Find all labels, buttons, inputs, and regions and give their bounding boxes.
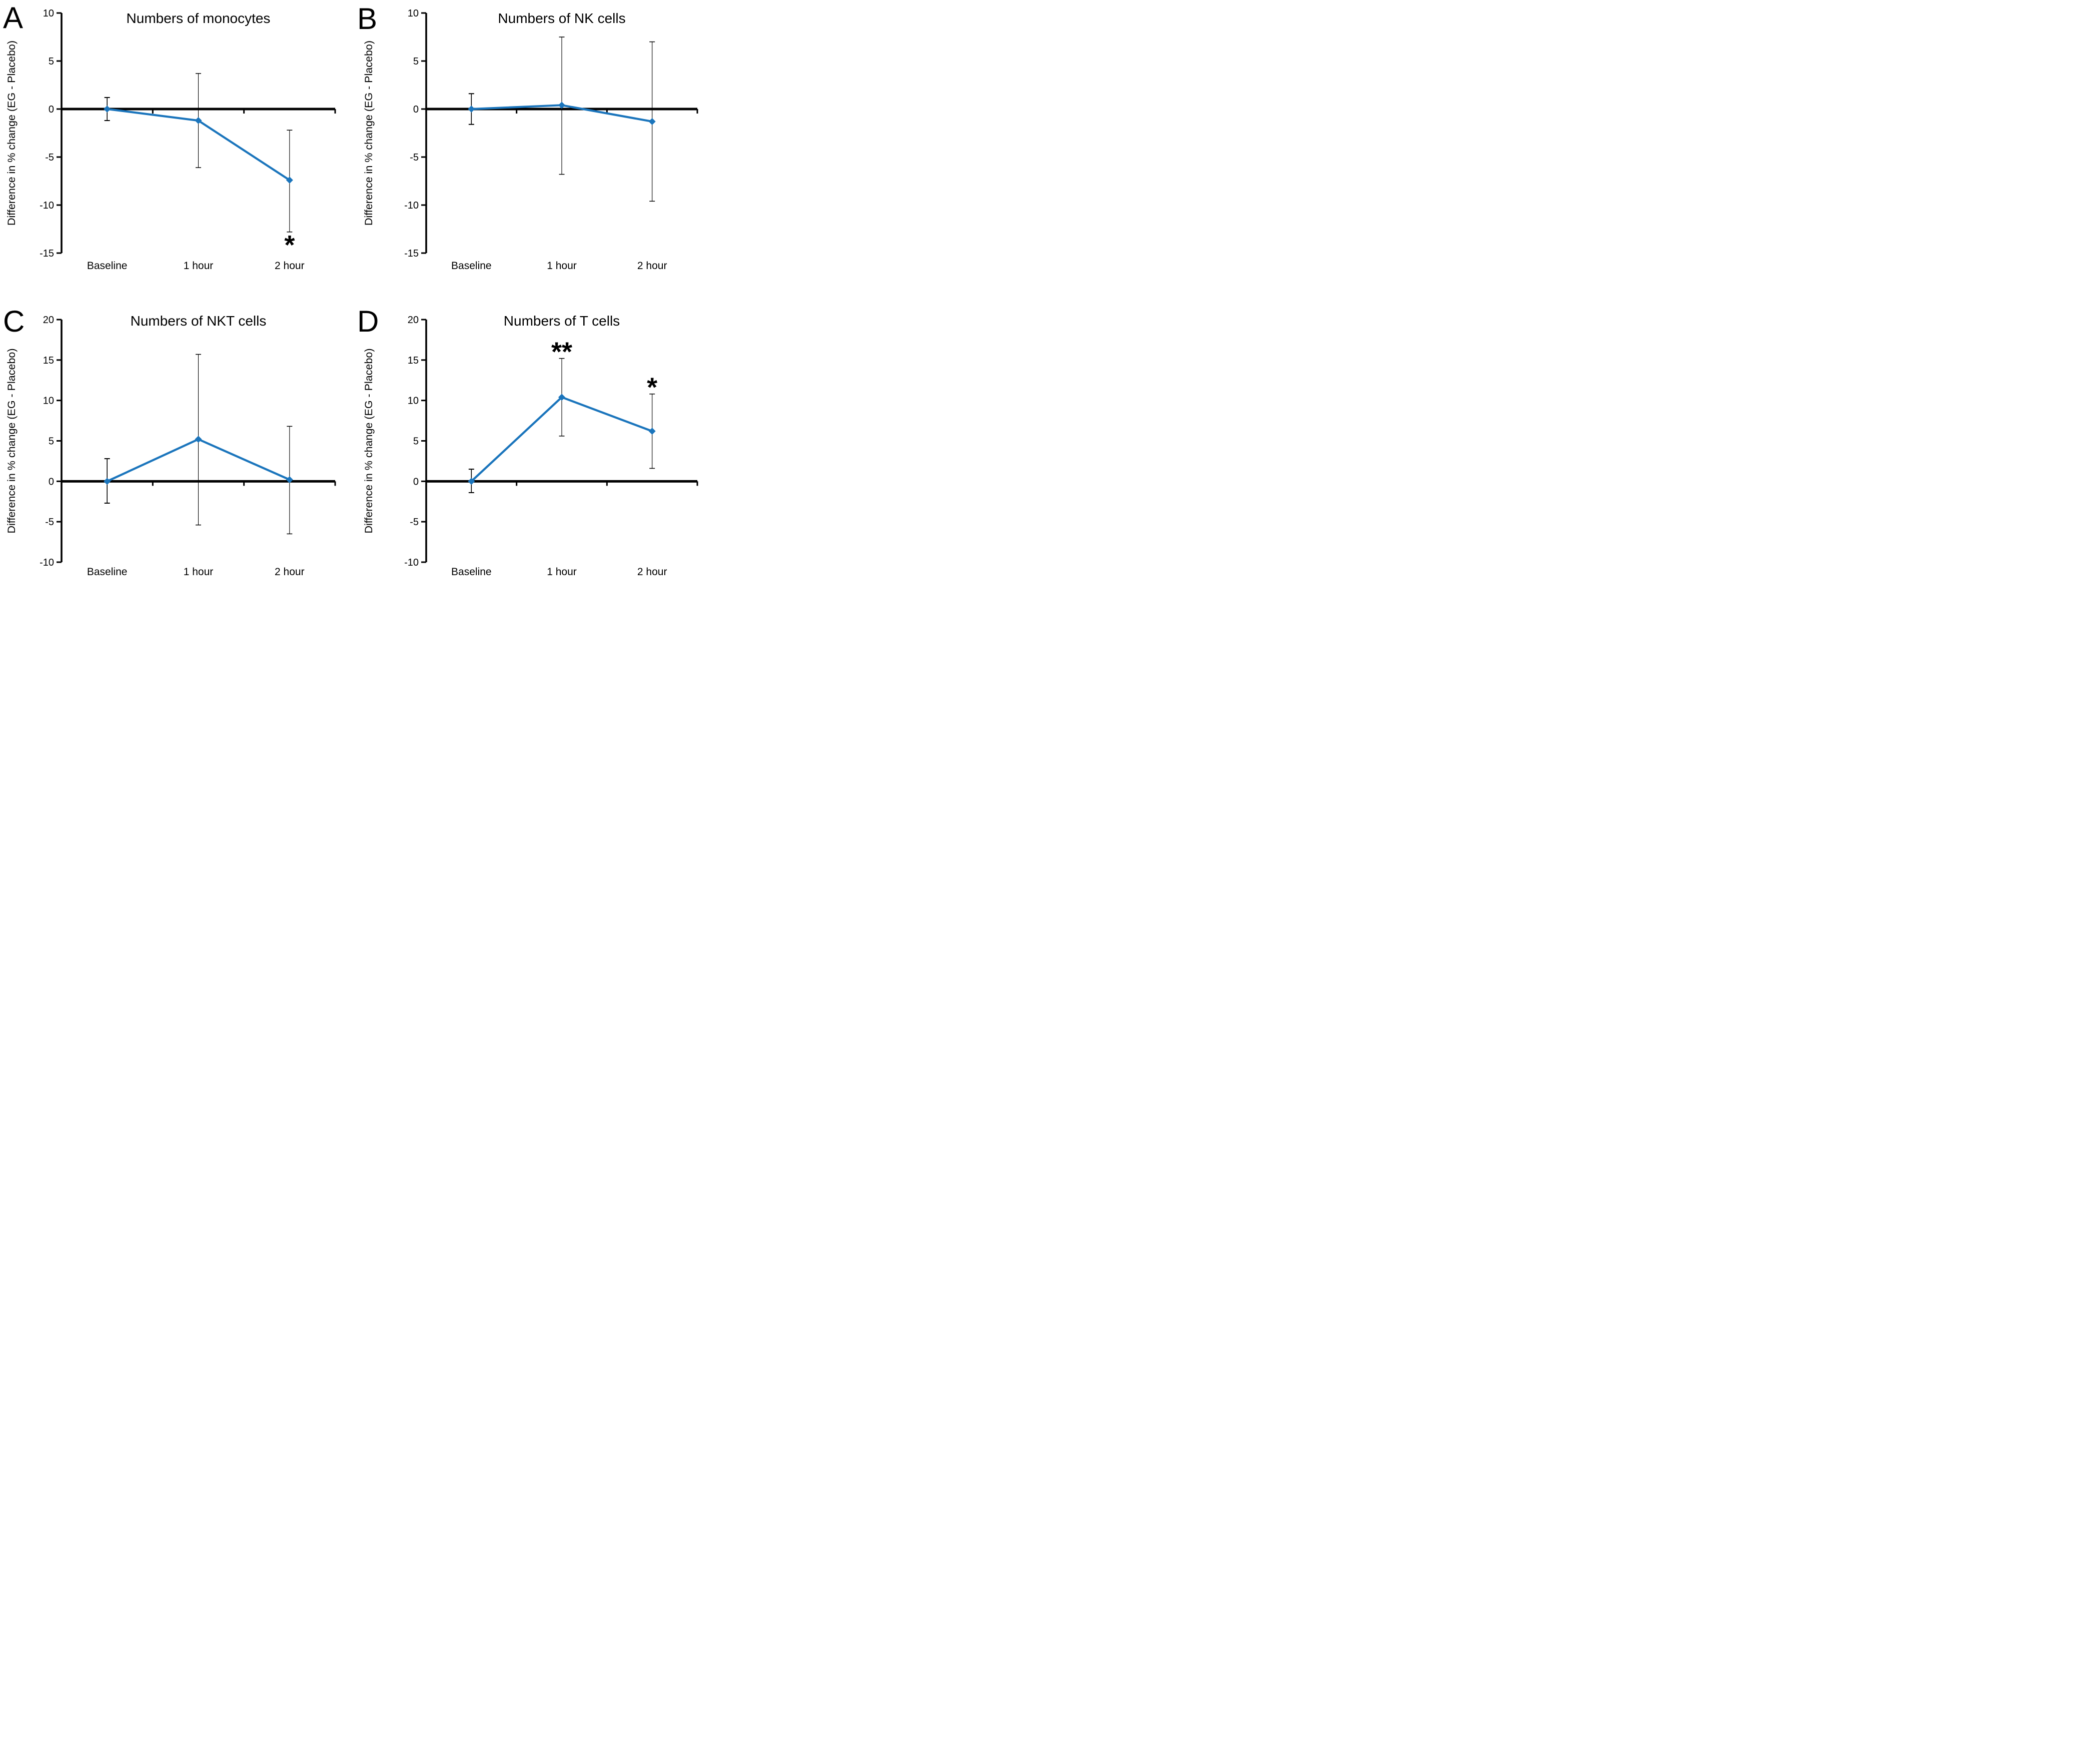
category-label: 1 hour: [547, 566, 577, 578]
panel-C-nkt-cells-chart: C Numbers of NKT cells Difference in % cha…: [3, 305, 336, 578]
category-label: 1 hour: [184, 260, 214, 272]
data-point-marker: [286, 177, 293, 184]
significance-marker: *: [647, 373, 657, 403]
panel-B-nk-cells-chart: B Numbers of NK cells Difference in % chan…: [357, 2, 698, 272]
panel-letter: B: [357, 2, 377, 36]
y-axis-label: Difference in % change (EG - Placebo): [363, 41, 375, 226]
category-label: Baseline: [87, 260, 128, 272]
panel-letter: A: [3, 1, 23, 35]
category-label: Baseline: [451, 566, 492, 578]
y-axis-tick-label: 10: [43, 8, 54, 19]
panel-title: Numbers of NK cells: [498, 11, 625, 26]
y-axis-label: Difference in % change (EG - Placebo): [6, 348, 18, 533]
y-axis-tick-label: 10: [408, 396, 419, 407]
y-axis-tick-label: 0: [49, 476, 54, 487]
category-label: 2 hour: [275, 260, 305, 272]
y-axis-tick-label: 0: [413, 104, 419, 115]
y-axis-tick-label: 5: [413, 436, 419, 447]
data-point-marker: [104, 106, 111, 113]
y-axis-tick-label: -15: [40, 248, 54, 259]
y-axis-tick-label: 0: [49, 104, 54, 115]
category-label: 2 hour: [637, 566, 667, 578]
panel-title: Numbers of T cells: [504, 313, 620, 329]
y-axis-tick-label: 10: [43, 396, 54, 407]
y-axis-tick-label: -10: [404, 200, 419, 211]
y-axis-tick-label: -10: [40, 200, 54, 211]
y-axis-tick-label: -10: [40, 557, 54, 568]
category-label: 2 hour: [637, 260, 667, 272]
y-axis-tick-label: 20: [408, 315, 419, 326]
significance-marker: *: [284, 230, 295, 260]
y-axis-tick-label: -5: [410, 152, 419, 163]
y-axis-tick-label: 10: [408, 8, 419, 19]
panel-D-t-cells-chart: D Numbers of T cells Difference in % chang…: [357, 305, 698, 578]
data-point-marker: [468, 106, 475, 113]
data-point-marker: [648, 428, 656, 435]
data-point-marker: [104, 478, 111, 485]
y-axis-tick-label: 0: [413, 476, 419, 487]
panel-letter: D: [357, 305, 379, 338]
y-axis-tick-label: -5: [410, 517, 419, 528]
data-point-marker: [195, 117, 202, 125]
category-label: 1 hour: [547, 260, 577, 272]
y-axis-label: Difference in % change (EG - Placebo): [363, 348, 375, 533]
y-axis-tick-label: 20: [43, 315, 54, 326]
data-point-marker: [286, 476, 293, 484]
category-label: Baseline: [451, 260, 492, 272]
y-axis-tick-label: 5: [413, 56, 419, 67]
category-label: Baseline: [87, 566, 128, 578]
y-axis-tick-label: 5: [49, 56, 54, 67]
y-axis-tick-label: -5: [45, 152, 54, 163]
panel-title: Numbers of NKT cells: [131, 313, 267, 329]
data-point-marker: [195, 436, 202, 443]
data-point-marker: [468, 478, 475, 485]
data-point-marker: [558, 394, 565, 401]
y-axis-label: Difference in % change (EG - Placebo): [6, 41, 18, 226]
y-axis-tick-label: -10: [404, 557, 419, 568]
panel-title: Numbers of monocytes: [127, 11, 271, 26]
y-axis-tick-label: -15: [404, 248, 419, 259]
significance-marker: **: [551, 337, 572, 367]
y-axis-tick-label: 5: [49, 436, 54, 447]
y-axis-tick-label: 15: [408, 355, 419, 366]
data-point-marker: [648, 118, 656, 125]
y-axis-tick-label: 15: [43, 355, 54, 366]
data-point-marker: [558, 102, 565, 109]
panel-A-monocytes-chart: A Numbers of monocytes Difference in % cha…: [3, 1, 336, 272]
category-label: 1 hour: [184, 566, 214, 578]
four-panel-line-chart-figure: A Numbers of monocytes Difference in % cha…: [0, 0, 700, 579]
panel-letter: C: [3, 305, 25, 338]
category-label: 2 hour: [275, 566, 305, 578]
y-axis-tick-label: -5: [45, 517, 54, 528]
